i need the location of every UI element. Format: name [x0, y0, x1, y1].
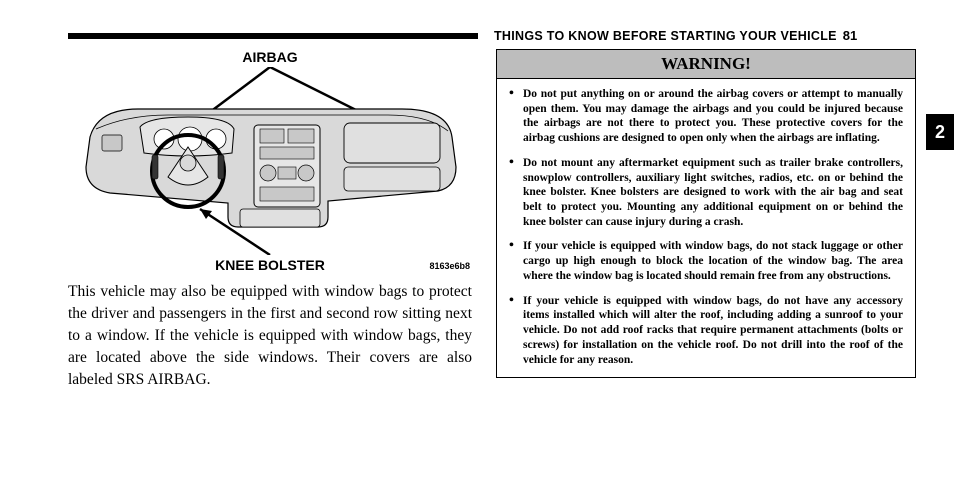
diagram-label-airbag: AIRBAG: [242, 49, 297, 65]
dashboard-body: [86, 109, 456, 227]
content-columns: AIRBAG: [68, 49, 916, 391]
warning-box: WARNING! Do not put anything on or aroun…: [496, 49, 916, 378]
page: THINGS TO KNOW BEFORE STARTING YOUR VEHI…: [0, 0, 954, 500]
left-column: AIRBAG: [68, 49, 472, 391]
warning-title: WARNING!: [497, 50, 915, 79]
warning-item: Do not mount any aftermarket equipment s…: [509, 156, 903, 230]
dashboard-diagram: AIRBAG: [68, 49, 472, 273]
page-header: THINGS TO KNOW BEFORE STARTING YOUR VEHI…: [68, 28, 916, 43]
warning-list: Do not put anything on or around the air…: [509, 87, 903, 367]
warning-item: Do not put anything on or around the air…: [509, 87, 903, 146]
warning-body: Do not put anything on or around the air…: [497, 79, 915, 377]
body-paragraph: This vehicle may also be equipped with w…: [68, 281, 472, 391]
header-rule: [68, 33, 478, 39]
section-tab: 2: [926, 114, 954, 150]
diagram-code: 8163e6b8: [429, 261, 470, 271]
right-column: WARNING! Do not put anything on or aroun…: [496, 49, 916, 391]
section-title: THINGS TO KNOW BEFORE STARTING YOUR VEHI…: [494, 29, 837, 43]
diagram-bottom-row: KNEE BOLSTER 8163e6b8: [68, 257, 472, 273]
diagram-label-knee-bolster: KNEE BOLSTER: [215, 257, 325, 273]
warning-item: If your vehicle is equipped with window …: [509, 239, 903, 283]
dashboard-illustration: [68, 67, 472, 255]
warning-item: If your vehicle is equipped with window …: [509, 294, 903, 368]
page-number: 81: [843, 28, 857, 43]
